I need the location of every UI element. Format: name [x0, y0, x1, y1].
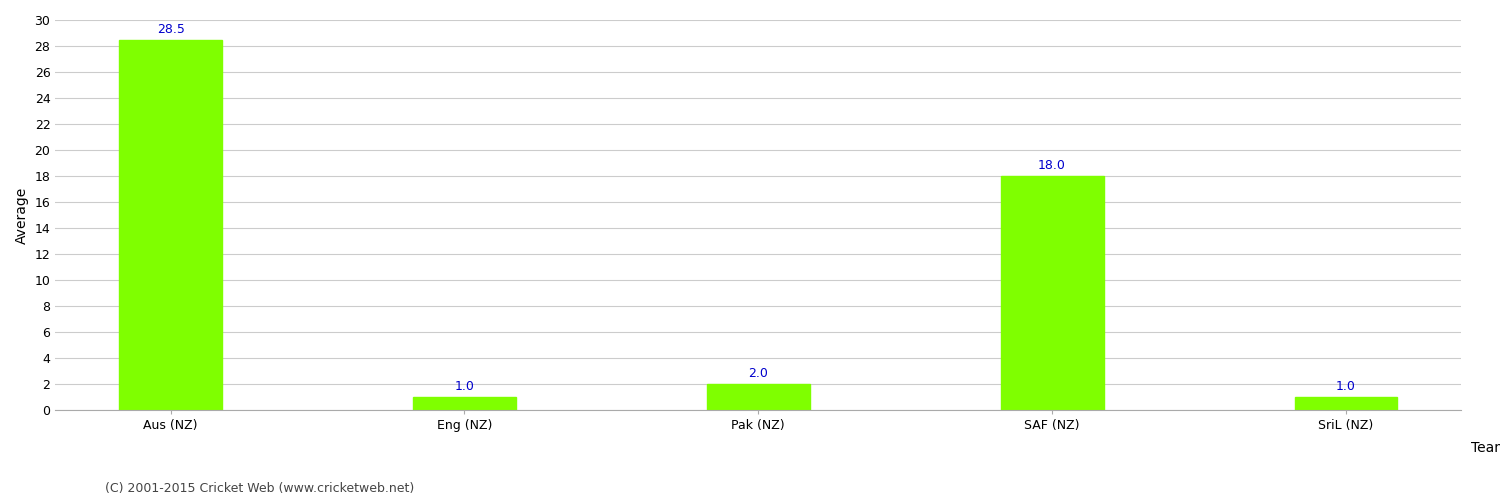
Text: 1.0: 1.0: [1336, 380, 1356, 394]
Text: 18.0: 18.0: [1038, 159, 1066, 172]
Text: 28.5: 28.5: [156, 22, 184, 36]
Bar: [1000, 176, 1104, 410]
Bar: [118, 40, 222, 410]
X-axis label: Team: Team: [1472, 442, 1500, 456]
Y-axis label: Average: Average: [15, 186, 28, 244]
Bar: [413, 397, 516, 410]
Text: 1.0: 1.0: [454, 380, 474, 394]
Text: 2.0: 2.0: [748, 368, 768, 380]
Bar: [1294, 397, 1398, 410]
Bar: [706, 384, 810, 410]
Text: (C) 2001-2015 Cricket Web (www.cricketweb.net): (C) 2001-2015 Cricket Web (www.cricketwe…: [105, 482, 414, 495]
